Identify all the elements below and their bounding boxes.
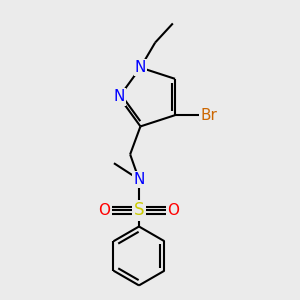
Text: N: N bbox=[133, 172, 145, 187]
Text: Br: Br bbox=[200, 108, 217, 123]
Text: O: O bbox=[98, 203, 110, 218]
Text: N: N bbox=[135, 60, 146, 75]
Text: S: S bbox=[134, 201, 144, 219]
Text: N: N bbox=[113, 89, 125, 104]
Text: O: O bbox=[167, 203, 179, 218]
